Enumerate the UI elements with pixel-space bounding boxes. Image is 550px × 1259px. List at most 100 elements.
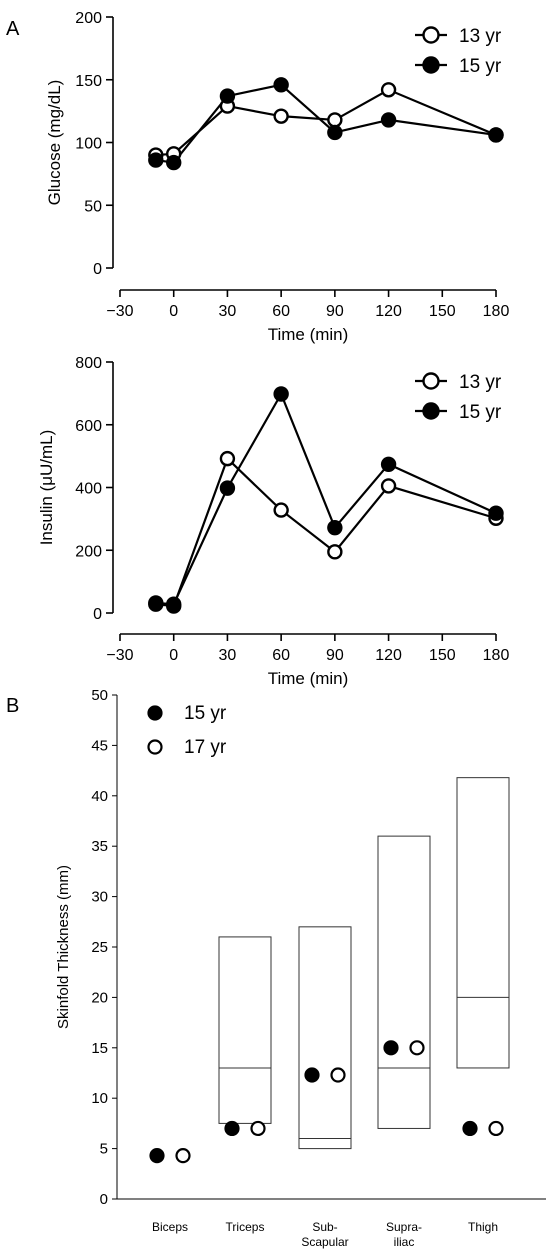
x-tick-label: −30 — [106, 647, 133, 664]
y-tick-label: 50 — [84, 198, 102, 215]
data-point — [488, 1120, 504, 1137]
data-point — [380, 82, 397, 98]
data-point — [327, 112, 343, 128]
legend-label: 15 yr — [184, 703, 227, 724]
x-tick-label: −30 — [106, 303, 133, 320]
legend-label: 13 yr — [459, 26, 502, 47]
legend-label: 17 yr — [184, 737, 227, 758]
y-tick-label: 0 — [93, 606, 102, 623]
y-tick-label: 0 — [93, 261, 102, 278]
data-point — [380, 478, 397, 494]
x-tick-label: 90 — [326, 647, 344, 664]
x-tick-label: 60 — [272, 303, 290, 320]
y-tick-label: 0 — [100, 1191, 108, 1208]
y-tick-label: 200 — [75, 10, 102, 27]
category-label: Thigh — [468, 1220, 498, 1234]
data-point — [409, 1040, 425, 1056]
x-tick-label: 120 — [375, 303, 402, 320]
data-point — [148, 595, 164, 611]
data-point — [383, 1040, 399, 1056]
data-point — [327, 544, 343, 560]
category-label: Supra- — [386, 1220, 422, 1234]
legend-marker — [422, 26, 440, 44]
y-tick-label: 50 — [91, 687, 108, 704]
data-point — [380, 456, 397, 472]
panel-label-a: A — [6, 18, 20, 40]
data-point — [488, 127, 504, 143]
y-tick-label: 35 — [91, 838, 108, 855]
x-tick-label: 90 — [326, 303, 344, 320]
data-point — [327, 124, 343, 141]
data-point — [166, 596, 182, 612]
category-label: Scapular — [301, 1235, 348, 1249]
category-label: Sub- — [312, 1220, 337, 1234]
x-tick-label: 0 — [169, 303, 178, 320]
x-tick-label: 150 — [429, 647, 456, 664]
x-tick-label: 30 — [219, 303, 237, 320]
x-axis-label: Time (min) — [268, 669, 349, 688]
y-tick-label: 40 — [91, 788, 108, 805]
data-point — [327, 519, 343, 536]
y-tick-label: 200 — [75, 543, 102, 560]
insulin-chart: 0 200 400 600 800 −30 0 30 60 90 120 150 180 Time (mi… — [37, 355, 509, 688]
legend-marker — [422, 56, 440, 74]
reference-range-box — [298, 926, 352, 1150]
y-tick-label: 30 — [91, 889, 108, 906]
data-point — [330, 1067, 346, 1083]
y-tick-label: 400 — [75, 481, 102, 498]
panel-label-b: B — [6, 695, 19, 717]
y-tick-label: 100 — [75, 136, 102, 153]
data-point — [488, 505, 504, 521]
data-point — [304, 1067, 320, 1083]
data-point — [166, 154, 182, 171]
y-axis-label: Insulin (μU/mL) — [37, 430, 56, 546]
y-tick-label: 20 — [91, 989, 108, 1006]
reference-range-box — [377, 835, 431, 1129]
legend-label: 15 yr — [459, 402, 502, 423]
x-tick-label: 180 — [483, 303, 510, 320]
series-line — [155, 391, 497, 606]
data-point — [380, 112, 397, 128]
y-tick-label: 800 — [75, 355, 102, 372]
data-point — [273, 108, 289, 124]
x-tick-label: 150 — [429, 303, 456, 320]
reference-range-box — [456, 777, 510, 1069]
legend-label: 15 yr — [459, 56, 502, 77]
y-tick-label: 15 — [91, 1040, 108, 1057]
glucose-chart: 0 50 100 150 200 −30 0 30 60 90 120 150 180 Time (min… — [45, 10, 509, 344]
reference-range-box — [218, 936, 272, 1124]
y-tick-label: 5 — [100, 1141, 108, 1158]
data-point — [148, 152, 164, 168]
y-tick-label: 45 — [91, 737, 108, 754]
category-label: Biceps — [152, 1220, 188, 1234]
data-point — [219, 450, 236, 467]
y-tick-label: 10 — [91, 1090, 108, 1107]
data-point — [224, 1120, 240, 1137]
skinfold-chart: 0 5 10 15 20 25 30 35 40 45 50 Skinfold Thickness (… — [55, 687, 546, 1249]
data-point — [462, 1120, 478, 1137]
x-axis-label: Time (min) — [268, 325, 349, 344]
data-point — [149, 1148, 165, 1164]
legend-label: 13 yr — [459, 372, 502, 393]
x-tick-label: 60 — [272, 647, 290, 664]
y-tick-label: 600 — [75, 418, 102, 435]
x-tick-label: 180 — [483, 647, 510, 664]
y-tick-label: 150 — [75, 73, 102, 90]
data-point — [219, 88, 236, 104]
legend-marker — [422, 402, 440, 420]
y-axis-label: Glucose (mg/dL) — [45, 80, 64, 206]
data-point — [273, 502, 289, 518]
legend-marker — [147, 705, 163, 721]
legend-marker — [147, 739, 163, 755]
data-point — [219, 480, 236, 496]
legend-marker — [422, 372, 440, 390]
y-axis-label: Skinfold Thickness (mm) — [55, 865, 72, 1029]
data-point — [273, 386, 289, 402]
x-tick-label: 120 — [375, 647, 402, 664]
x-tick-label: 0 — [169, 647, 178, 664]
category-label: Triceps — [226, 1220, 265, 1234]
x-tick-label: 30 — [219, 647, 237, 664]
data-point — [175, 1148, 191, 1164]
y-tick-label: 25 — [91, 939, 108, 956]
